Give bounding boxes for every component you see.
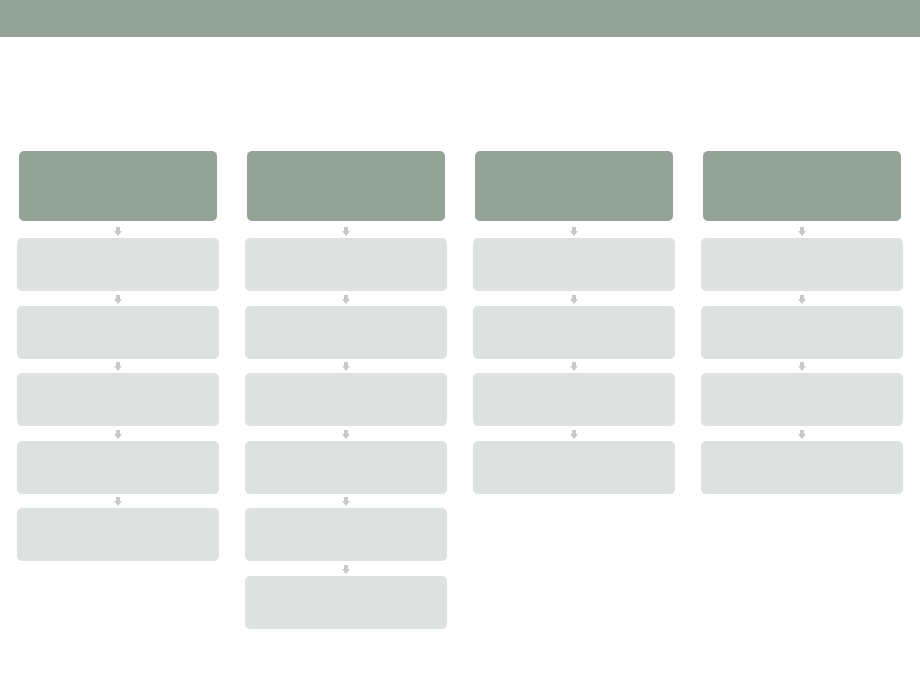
down-arrow-icon bbox=[798, 362, 806, 371]
down-arrow-icon bbox=[342, 497, 350, 506]
header-bar bbox=[0, 0, 920, 37]
step-box bbox=[17, 306, 219, 359]
step-box bbox=[701, 238, 903, 291]
down-arrow-icon bbox=[342, 295, 350, 304]
down-arrow-icon bbox=[114, 362, 122, 371]
step-box bbox=[17, 238, 219, 291]
step-box bbox=[701, 306, 903, 359]
down-arrow-icon bbox=[342, 362, 350, 371]
step-box bbox=[245, 441, 447, 494]
step-box bbox=[473, 441, 675, 494]
step-box bbox=[17, 441, 219, 494]
down-arrow-icon bbox=[570, 227, 578, 236]
down-arrow-icon bbox=[342, 565, 350, 574]
down-arrow-icon bbox=[570, 430, 578, 439]
step-box bbox=[701, 441, 903, 494]
down-arrow-icon bbox=[114, 430, 122, 439]
column-header bbox=[475, 151, 673, 221]
step-box bbox=[17, 508, 219, 561]
step-box bbox=[701, 373, 903, 426]
down-arrow-icon bbox=[342, 227, 350, 236]
column-header bbox=[19, 151, 217, 221]
step-box bbox=[473, 238, 675, 291]
step-box bbox=[245, 238, 447, 291]
down-arrow-icon bbox=[114, 295, 122, 304]
step-box bbox=[245, 373, 447, 426]
down-arrow-icon bbox=[798, 430, 806, 439]
step-box bbox=[245, 508, 447, 561]
down-arrow-icon bbox=[342, 430, 350, 439]
step-box bbox=[473, 373, 675, 426]
down-arrow-icon bbox=[114, 227, 122, 236]
step-box bbox=[17, 373, 219, 426]
column-header bbox=[247, 151, 445, 221]
step-box bbox=[473, 306, 675, 359]
down-arrow-icon bbox=[798, 295, 806, 304]
column-header bbox=[703, 151, 901, 221]
down-arrow-icon bbox=[570, 295, 578, 304]
down-arrow-icon bbox=[570, 362, 578, 371]
step-box bbox=[245, 306, 447, 359]
step-box bbox=[245, 576, 447, 629]
down-arrow-icon bbox=[798, 227, 806, 236]
down-arrow-icon bbox=[114, 497, 122, 506]
